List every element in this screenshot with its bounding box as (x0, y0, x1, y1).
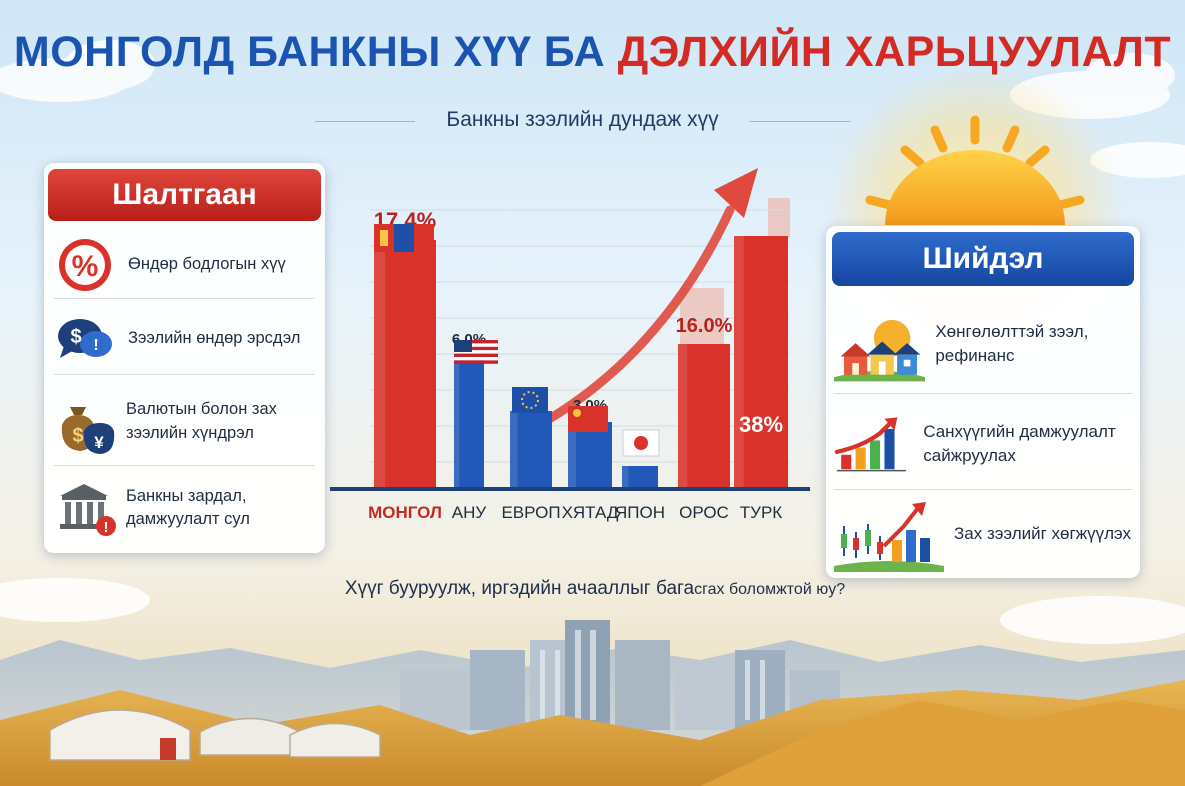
bottom-question: Хүүг бууруулж, иргэдийн ачааллыг багасга… (200, 578, 990, 600)
solution-item: Зах зээлийг хөгжүүлэх (834, 494, 1132, 574)
solution-item: Санхүүгийн дамжуулалт сайжруулах (834, 398, 1132, 490)
bar-highlight (678, 344, 688, 488)
growth-bars-icon (834, 416, 907, 471)
city-skyline (400, 620, 840, 730)
reason-item: $ ! Зээлийн өндөр эрсдэл (54, 303, 315, 375)
reason-item: ! Банкны зардал, дамжуулалт сул (54, 469, 315, 547)
question-main: Хүүг бууруулж, иргэдийн ачааллыг бага (344, 578, 695, 599)
title-part-blue: МОНГОЛД БАНКНЫ ХҮҮ БА (13, 28, 606, 76)
solution-text: Санхүүгийн дамжуулалт сайжруулах (923, 421, 1116, 465)
eu-flag-icon (512, 387, 548, 413)
reasons-heading: Шалтгаан (48, 169, 321, 221)
bar-ану (454, 356, 484, 488)
china-flag-icon (568, 406, 608, 432)
reasons-panel: Шалтгаан % Өндөр бодлогын хүү $ ! Зээлий… (44, 163, 325, 553)
bar-орос (678, 344, 730, 488)
bar-япон (622, 466, 658, 488)
mongolia-flag-icon (374, 224, 434, 252)
solution-text: Хөнгөлөлттэй зээл, рефинанс (935, 321, 1089, 365)
bar-европ (510, 411, 552, 488)
solutions-panel: Шийдэл Хөнгөлөлттэй зээл, рефинанс (826, 226, 1140, 578)
bar-highlight (568, 422, 576, 488)
market-chart-icon (834, 502, 944, 572)
svg-text:%: % (72, 250, 99, 283)
houses-sun-icon (834, 319, 926, 381)
growth-arrow (525, 205, 735, 435)
tick-label: МОНГОЛ (368, 503, 442, 522)
bar-хятад (568, 422, 612, 488)
tick-label: АНУ (452, 503, 487, 522)
solutions-heading: Шийдэл (832, 232, 1134, 286)
page-title: МОНГОЛД БАНКНЫ ХҮҮ БА ДЭЛХИЙН ХАРЬЦУУЛАЛ… (0, 28, 1185, 77)
reason-text: Зээлийн өндөр эрсдэл (128, 328, 301, 347)
tick-label: ХЯТАД (562, 503, 619, 522)
japan-flag-icon (622, 429, 660, 457)
bar-ghost (768, 198, 790, 238)
tick-label: ЯПОН (615, 503, 665, 522)
bar-highlight (734, 236, 744, 488)
bar-монгол (374, 240, 436, 488)
bar-турк (734, 236, 788, 488)
risk-chat-icon: $ ! (58, 318, 112, 358)
title-part-red: ДЭЛХИЙН ХАРЬЦУУЛАЛТ (617, 28, 1172, 76)
svg-text:!: ! (93, 337, 98, 354)
reason-text: Валютын болон зах зээлийн хүндрэл (126, 400, 277, 442)
bar-ghost (680, 288, 724, 344)
bar-highlight (622, 466, 629, 488)
sun-icon (865, 115, 1085, 225)
reason-item: % Өндөр бодлогын хүү (54, 231, 315, 299)
money-bags-icon: $ ¥ (61, 406, 115, 454)
svg-text:!: ! (104, 519, 109, 536)
svg-text:$: $ (72, 425, 83, 447)
data-label: 38% (739, 412, 783, 437)
svg-text:¥: ¥ (94, 433, 104, 452)
data-label: 16.0% (676, 315, 733, 337)
growth-arrowhead (714, 168, 758, 218)
reason-text: Өндөр бодлогын хүү (128, 254, 286, 273)
bar-highlight (454, 356, 460, 488)
ger-tents (49, 709, 381, 761)
solution-item: Хөнгөлөлттэй зээл, рефинанс (834, 294, 1132, 394)
percent-icon: % (59, 238, 111, 291)
tick-label: ОРОС (679, 503, 729, 522)
interest-rate-bar-chart: 17.4%МОНГОЛ6.0%АНУ3.5%ЕВРОП3.0%ХЯТАД1.0%… (330, 168, 810, 522)
svg-text:$: $ (70, 326, 81, 348)
solution-text: Зах зээлийг хөгжүүлэх (954, 524, 1131, 544)
bar-highlight (510, 411, 518, 488)
tick-label: ТУРК (740, 503, 783, 522)
reason-text: Банкны зардал, дамжуулалт сул (126, 486, 250, 528)
reason-item: $ ¥ Валютын болон зах зээлийн хүндрэл (54, 378, 315, 466)
question-tail: сгах боломжтой юу? (694, 581, 846, 598)
tick-label: ЕВРОП (501, 503, 560, 522)
bank-warning-icon: ! (60, 484, 116, 536)
chart-subtitle: Банкны зээлийн дундаж хүү (300, 108, 865, 132)
bar-highlight (374, 240, 386, 488)
usa-flag-icon (454, 340, 498, 364)
